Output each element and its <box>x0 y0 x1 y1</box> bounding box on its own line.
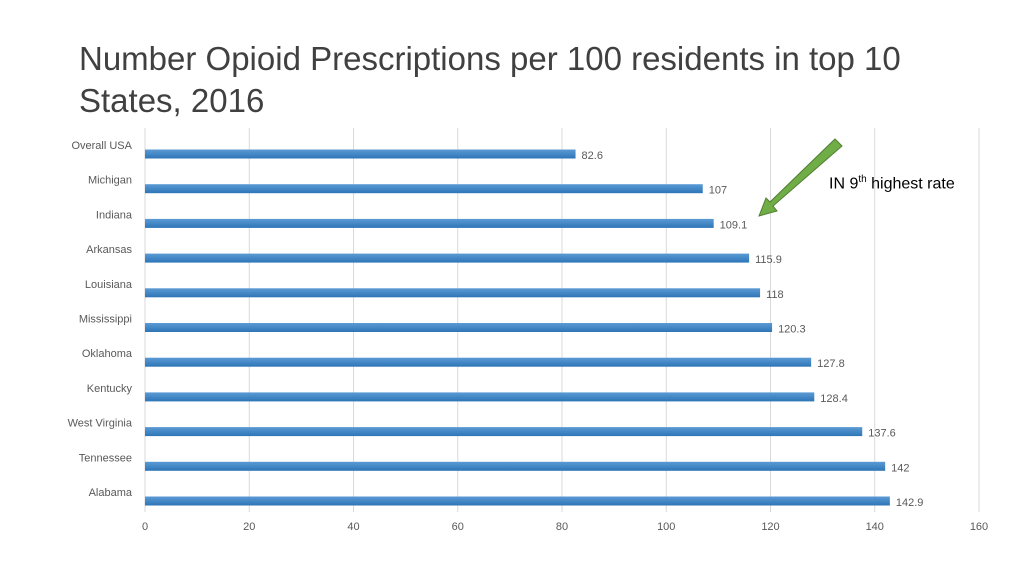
annotation-arrow <box>758 138 843 217</box>
data-label: 82.6 <box>582 150 603 162</box>
bar-michigan <box>145 184 703 194</box>
x-tick-label-80: 80 <box>556 521 568 533</box>
bar-mississippi <box>145 323 773 332</box>
category-label: Arkansas <box>86 244 132 256</box>
data-label: 109.1 <box>720 219 748 231</box>
data-label: 115.9 <box>755 254 782 266</box>
bar-overall-usa <box>145 149 576 159</box>
bar-indiana <box>145 218 714 228</box>
bar-louisiana <box>145 288 761 298</box>
data-label: 142.9 <box>896 497 924 509</box>
category-label: Oklahoma <box>82 348 133 360</box>
bars <box>145 149 890 506</box>
data-label: 137.6 <box>868 428 896 440</box>
x-tick-label-140: 140 <box>866 521 884 533</box>
x-tick-label-120: 120 <box>761 521 779 533</box>
x-tick-label-60: 60 <box>452 521 464 533</box>
category-label: Alabama <box>89 487 133 499</box>
callout-superscript: th <box>858 174 867 185</box>
data-label: 107 <box>709 185 727 197</box>
data-label: 142 <box>891 462 909 474</box>
category-label: West Virginia <box>68 418 133 430</box>
x-tick-label-0: 0 <box>142 521 148 533</box>
category-label: Louisiana <box>85 279 133 291</box>
bar-alabama <box>145 496 890 506</box>
bar-west-virginia <box>145 427 863 437</box>
category-label: Overall USA <box>71 140 132 152</box>
bar-kentucky <box>145 392 815 402</box>
data-label: 127.8 <box>817 358 845 370</box>
callout-prefix: IN 9 <box>829 175 859 193</box>
category-label: Mississippi <box>79 314 132 326</box>
callout-text: IN 9th highest rate <box>829 174 955 193</box>
data-label: 120.3 <box>778 324 806 336</box>
bar-arkansas <box>145 253 750 263</box>
bar-oklahoma <box>145 357 812 367</box>
data-label: 118 <box>766 289 784 301</box>
bar-tennessee <box>145 461 886 471</box>
category-label: Tennessee <box>79 452 132 464</box>
arrow-shape <box>758 138 843 217</box>
data-label: 128.4 <box>820 393 848 405</box>
x-tick-label-20: 20 <box>243 521 255 533</box>
chart-title: Number Opioid Prescriptions per 100 resi… <box>79 40 901 119</box>
x-tick-label-160: 160 <box>970 521 988 533</box>
labels: 0 20 40 60 80 100 120 140 160 Overall USA 82.6 Mich… <box>68 140 989 533</box>
category-label: Michigan <box>88 175 132 187</box>
category-label: Indiana <box>96 209 133 221</box>
callout-suffix: highest rate <box>866 175 955 193</box>
category-label: Kentucky <box>87 383 133 395</box>
x-tick-label-100: 100 <box>657 521 675 533</box>
x-tick-label-40: 40 <box>347 521 359 533</box>
